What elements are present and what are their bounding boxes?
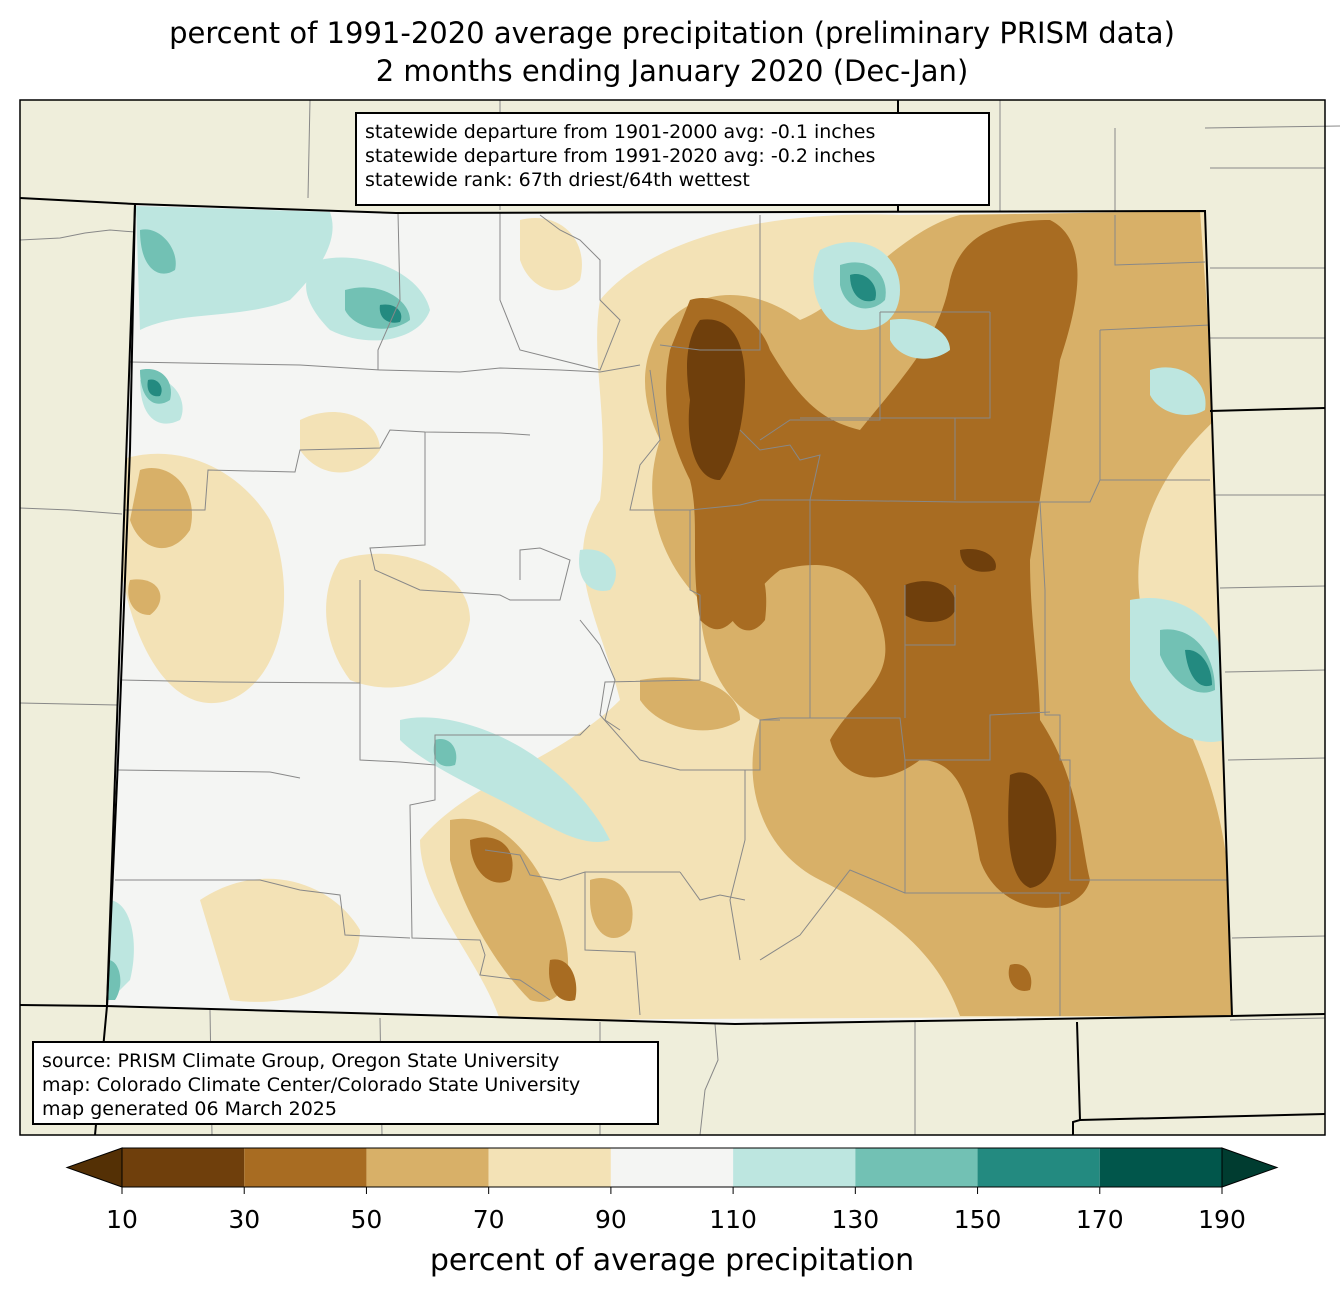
source-box: source: PRISM Climate Group, Oregon Stat… [32, 1041, 659, 1125]
colorbar [65, 1147, 1279, 1194]
source-line-3: map generated 06 March 2025 [42, 1098, 337, 1120]
colorbar-tick-label: 50 [350, 1205, 383, 1234]
colorbar-bin [488, 1148, 611, 1187]
source-line-2: map: Colorado Climate Center/Colorado St… [42, 1074, 581, 1096]
colorbar-tick-label: 110 [709, 1205, 757, 1234]
colorbar-tick-label: 90 [594, 1205, 627, 1234]
colorbar-tick-label: 10 [106, 1205, 138, 1234]
precip-field [107, 204, 1232, 1024]
colorbar-bin [244, 1148, 367, 1187]
colorbar-bin [1099, 1148, 1222, 1187]
stats-line-3: statewide rank: 67th driest/64th wettest [365, 169, 750, 191]
colorbar-label: percent of average precipitation [429, 1243, 915, 1278]
stats-line-2: statewide departure from 1991-2020 avg: … [365, 145, 876, 167]
map-frame [19, 99, 1326, 1136]
colorbar-tick-label: 190 [1198, 1205, 1246, 1234]
colorbar-under-arrow [65, 1147, 123, 1188]
map-title-line1: percent of 1991-2020 average precipitati… [169, 16, 1175, 50]
colorbar-bin [977, 1148, 1100, 1187]
colorbar-tick-label: 70 [472, 1205, 505, 1234]
colorbar-tick-label: 170 [1075, 1205, 1124, 1234]
source-line-1: source: PRISM Climate Group, Oregon Stat… [42, 1050, 560, 1072]
stats-line-1: statewide departure from 1901-2000 avg: … [365, 121, 876, 143]
colorbar-tick-label: 150 [953, 1205, 1002, 1234]
colorbar-over-arrow [1221, 1147, 1279, 1188]
colorbar-bin [122, 1148, 245, 1187]
state-borders [19, 100, 1326, 1136]
colorbar-outline [121, 1147, 1223, 1188]
colorbar-bin [610, 1148, 734, 1187]
statewide-stats-box: statewide departure from 1901-2000 avg: … [355, 112, 990, 206]
colorbar-tick-label: 30 [228, 1205, 261, 1234]
map-title-line2: 2 months ending January 2020 (Dec-Jan) [375, 54, 969, 88]
colorbar-bin [366, 1148, 489, 1187]
county-lines [115, 212, 1230, 1016]
colorbar-tick-label: 130 [831, 1205, 880, 1234]
colorbar-bin [855, 1148, 978, 1187]
colorbar-bin [733, 1148, 856, 1187]
